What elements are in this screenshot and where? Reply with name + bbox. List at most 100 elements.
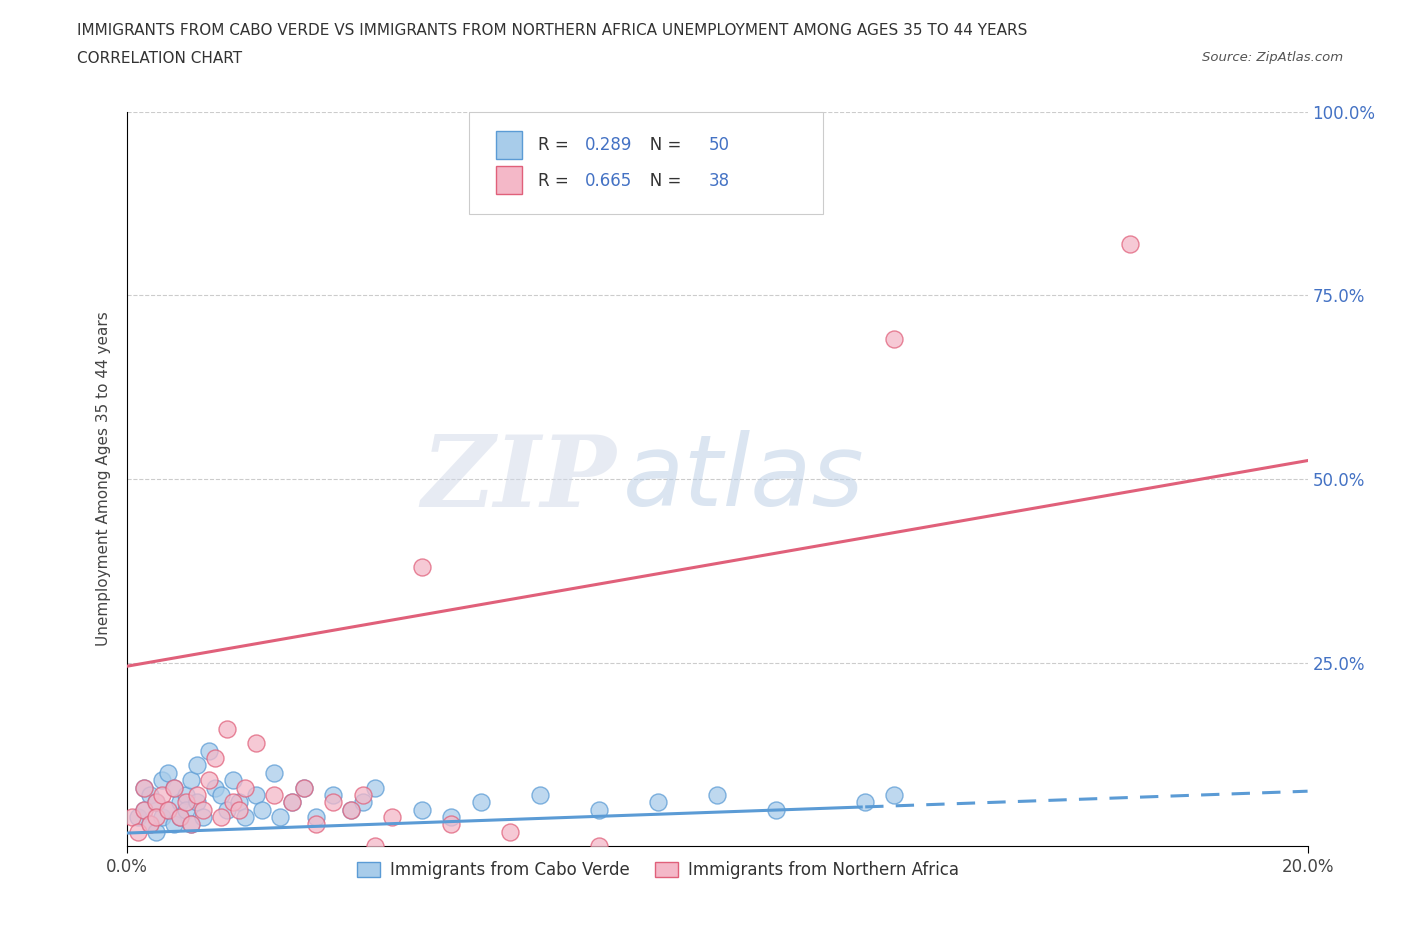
Point <box>139 817 162 831</box>
Point <box>121 809 143 824</box>
Point <box>215 802 238 817</box>
Point <box>186 788 208 803</box>
Point <box>150 809 173 824</box>
Point <box>529 788 551 803</box>
Point <box>186 795 208 810</box>
FancyBboxPatch shape <box>496 166 522 193</box>
Point <box>150 773 173 788</box>
Point <box>134 780 156 795</box>
Text: R =: R = <box>537 172 574 191</box>
Point <box>163 780 186 795</box>
Point <box>281 795 304 810</box>
Point <box>304 817 326 831</box>
Point <box>706 788 728 803</box>
Point <box>193 802 215 817</box>
Point <box>145 809 167 824</box>
Text: CORRELATION CHART: CORRELATION CHART <box>77 51 242 66</box>
Point <box>204 780 226 795</box>
Point <box>163 817 186 831</box>
Point <box>134 780 156 795</box>
Point <box>411 802 433 817</box>
Text: Source: ZipAtlas.com: Source: ZipAtlas.com <box>1202 51 1343 64</box>
Point <box>209 809 232 824</box>
Point <box>127 824 149 839</box>
Point <box>139 788 162 803</box>
Point <box>145 795 167 810</box>
Point <box>233 809 256 824</box>
Point <box>499 824 522 839</box>
Point <box>245 736 267 751</box>
Point <box>156 802 179 817</box>
Point <box>174 802 197 817</box>
Point <box>440 809 463 824</box>
FancyBboxPatch shape <box>496 131 522 159</box>
Point <box>352 788 374 803</box>
Point <box>340 802 363 817</box>
Point <box>1119 236 1142 251</box>
Point <box>222 773 245 788</box>
Point <box>352 795 374 810</box>
Point <box>174 795 197 810</box>
Point <box>363 780 385 795</box>
Point <box>281 795 304 810</box>
Point <box>169 795 191 810</box>
Point <box>245 788 267 803</box>
Point <box>204 751 226 765</box>
Point <box>145 795 167 810</box>
Point <box>134 802 156 817</box>
Point <box>883 788 905 803</box>
Point <box>180 817 202 831</box>
Point <box>304 809 326 824</box>
Point <box>127 809 149 824</box>
Point <box>588 839 610 854</box>
Point <box>198 773 221 788</box>
Point <box>228 802 250 817</box>
Point <box>174 788 197 803</box>
Point <box>156 802 179 817</box>
Point <box>363 839 385 854</box>
Point <box>588 802 610 817</box>
Text: R =: R = <box>537 136 574 153</box>
Point <box>269 809 291 824</box>
Point <box>853 795 876 810</box>
Text: IMMIGRANTS FROM CABO VERDE VS IMMIGRANTS FROM NORTHERN AFRICA UNEMPLOYMENT AMONG: IMMIGRANTS FROM CABO VERDE VS IMMIGRANTS… <box>77 23 1028 38</box>
Point <box>252 802 274 817</box>
Legend: Immigrants from Cabo Verde, Immigrants from Northern Africa: Immigrants from Cabo Verde, Immigrants f… <box>350 855 966 885</box>
Point <box>292 780 315 795</box>
Text: 0.289: 0.289 <box>585 136 633 153</box>
Point <box>647 795 669 810</box>
Text: atlas: atlas <box>623 431 865 527</box>
FancyBboxPatch shape <box>470 112 824 215</box>
Point <box>340 802 363 817</box>
Point <box>150 788 173 803</box>
Text: ZIP: ZIP <box>422 431 617 527</box>
Point <box>169 809 191 824</box>
Point <box>765 802 787 817</box>
Point <box>186 758 208 773</box>
Point <box>883 332 905 347</box>
Text: N =: N = <box>634 172 688 191</box>
Point <box>180 773 202 788</box>
Point <box>292 780 315 795</box>
Point <box>139 817 162 831</box>
Text: 50: 50 <box>709 136 730 153</box>
Y-axis label: Unemployment Among Ages 35 to 44 years: Unemployment Among Ages 35 to 44 years <box>96 312 111 646</box>
Point <box>322 788 344 803</box>
Point <box>156 765 179 780</box>
Text: N =: N = <box>634 136 688 153</box>
Point <box>228 795 250 810</box>
Point <box>263 765 285 780</box>
Point <box>263 788 285 803</box>
Point <box>215 722 238 737</box>
Point <box>169 809 191 824</box>
Point <box>381 809 404 824</box>
Point <box>222 795 245 810</box>
Point <box>322 795 344 810</box>
Point <box>411 560 433 575</box>
Point <box>198 743 221 758</box>
Point <box>145 824 167 839</box>
Point <box>440 817 463 831</box>
Point <box>134 802 156 817</box>
Point <box>163 780 186 795</box>
Text: 38: 38 <box>709 172 730 191</box>
